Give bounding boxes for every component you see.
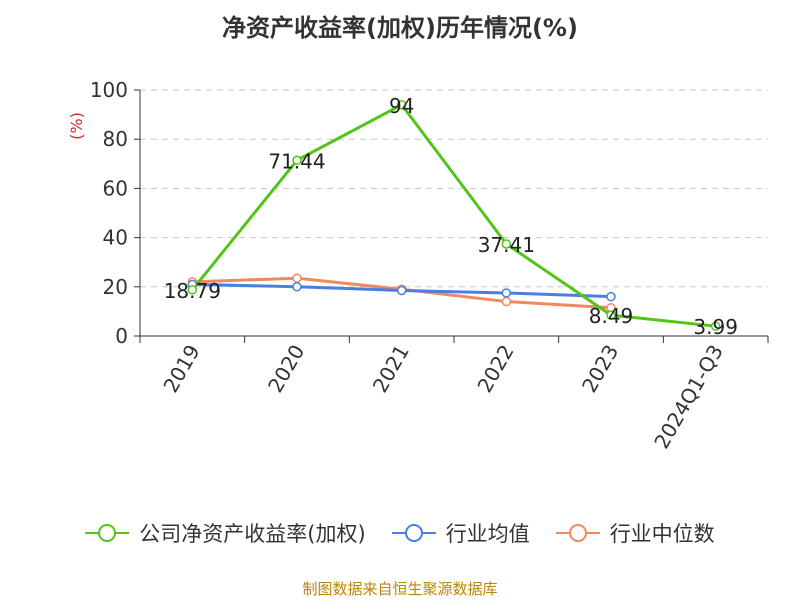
x-tick-label: 2019 — [158, 341, 204, 397]
y-tick-label: 100 — [90, 78, 128, 102]
x-tick-label: 2024Q1-Q3 — [649, 341, 728, 453]
legend-marker-icon — [555, 524, 600, 542]
data-point — [606, 291, 616, 302]
data-point — [187, 285, 198, 295]
data-point — [292, 155, 302, 166]
series-line — [191, 103, 716, 328]
data-point — [501, 239, 512, 249]
data-point — [292, 282, 302, 292]
legend-marker-icon — [85, 524, 130, 542]
y-tick-label: 80 — [103, 127, 128, 151]
legend-label-company-roe: 公司净资产收益率(加权) — [139, 522, 366, 546]
legend-item-company-roe[interactable]: 公司净资产收益率(加权) — [85, 518, 366, 548]
legend-label-industry-median: 行业中位数 — [609, 522, 715, 546]
y-tick-label: 60 — [103, 176, 128, 200]
data-point — [292, 273, 302, 283]
legend: 公司净资产收益率(加权) 行业均值 行业中位数 — [0, 518, 800, 548]
y-tick-label: 0 — [115, 324, 128, 348]
data-label: 3.99 — [693, 315, 738, 339]
data-point — [606, 310, 616, 320]
data-label: 94 — [389, 94, 414, 118]
legend-marker-icon — [391, 524, 436, 542]
data-label: 18.79 — [164, 279, 221, 303]
legend-label-industry-mean: 行业均值 — [445, 522, 530, 546]
data-point — [396, 100, 407, 110]
data-label: 37.41 — [478, 233, 535, 257]
source-note: 制图数据来自恒生聚源数据库 — [302, 580, 498, 598]
data-label: 8.49 — [589, 304, 634, 328]
data-label: 71.44 — [268, 149, 325, 173]
x-tick-label: 2020 — [263, 341, 309, 397]
legend-item-industry-median[interactable]: 行业中位数 — [555, 518, 715, 548]
data-point — [396, 285, 407, 296]
chart-title: 净资产收益率(加权)历年情况(%) — [222, 14, 578, 42]
data-point — [501, 296, 512, 307]
y-tick-label: 20 — [103, 275, 128, 299]
x-tick-label: 2023 — [577, 341, 623, 397]
y-axis-label: (%) — [67, 112, 86, 140]
data-point — [710, 321, 721, 331]
x-tick-label: 2022 — [472, 341, 518, 397]
y-tick-label: 40 — [103, 226, 128, 250]
legend-item-industry-mean[interactable]: 行业均值 — [391, 518, 530, 548]
data-point — [501, 288, 512, 298]
x-tick-label: 2021 — [368, 341, 414, 397]
